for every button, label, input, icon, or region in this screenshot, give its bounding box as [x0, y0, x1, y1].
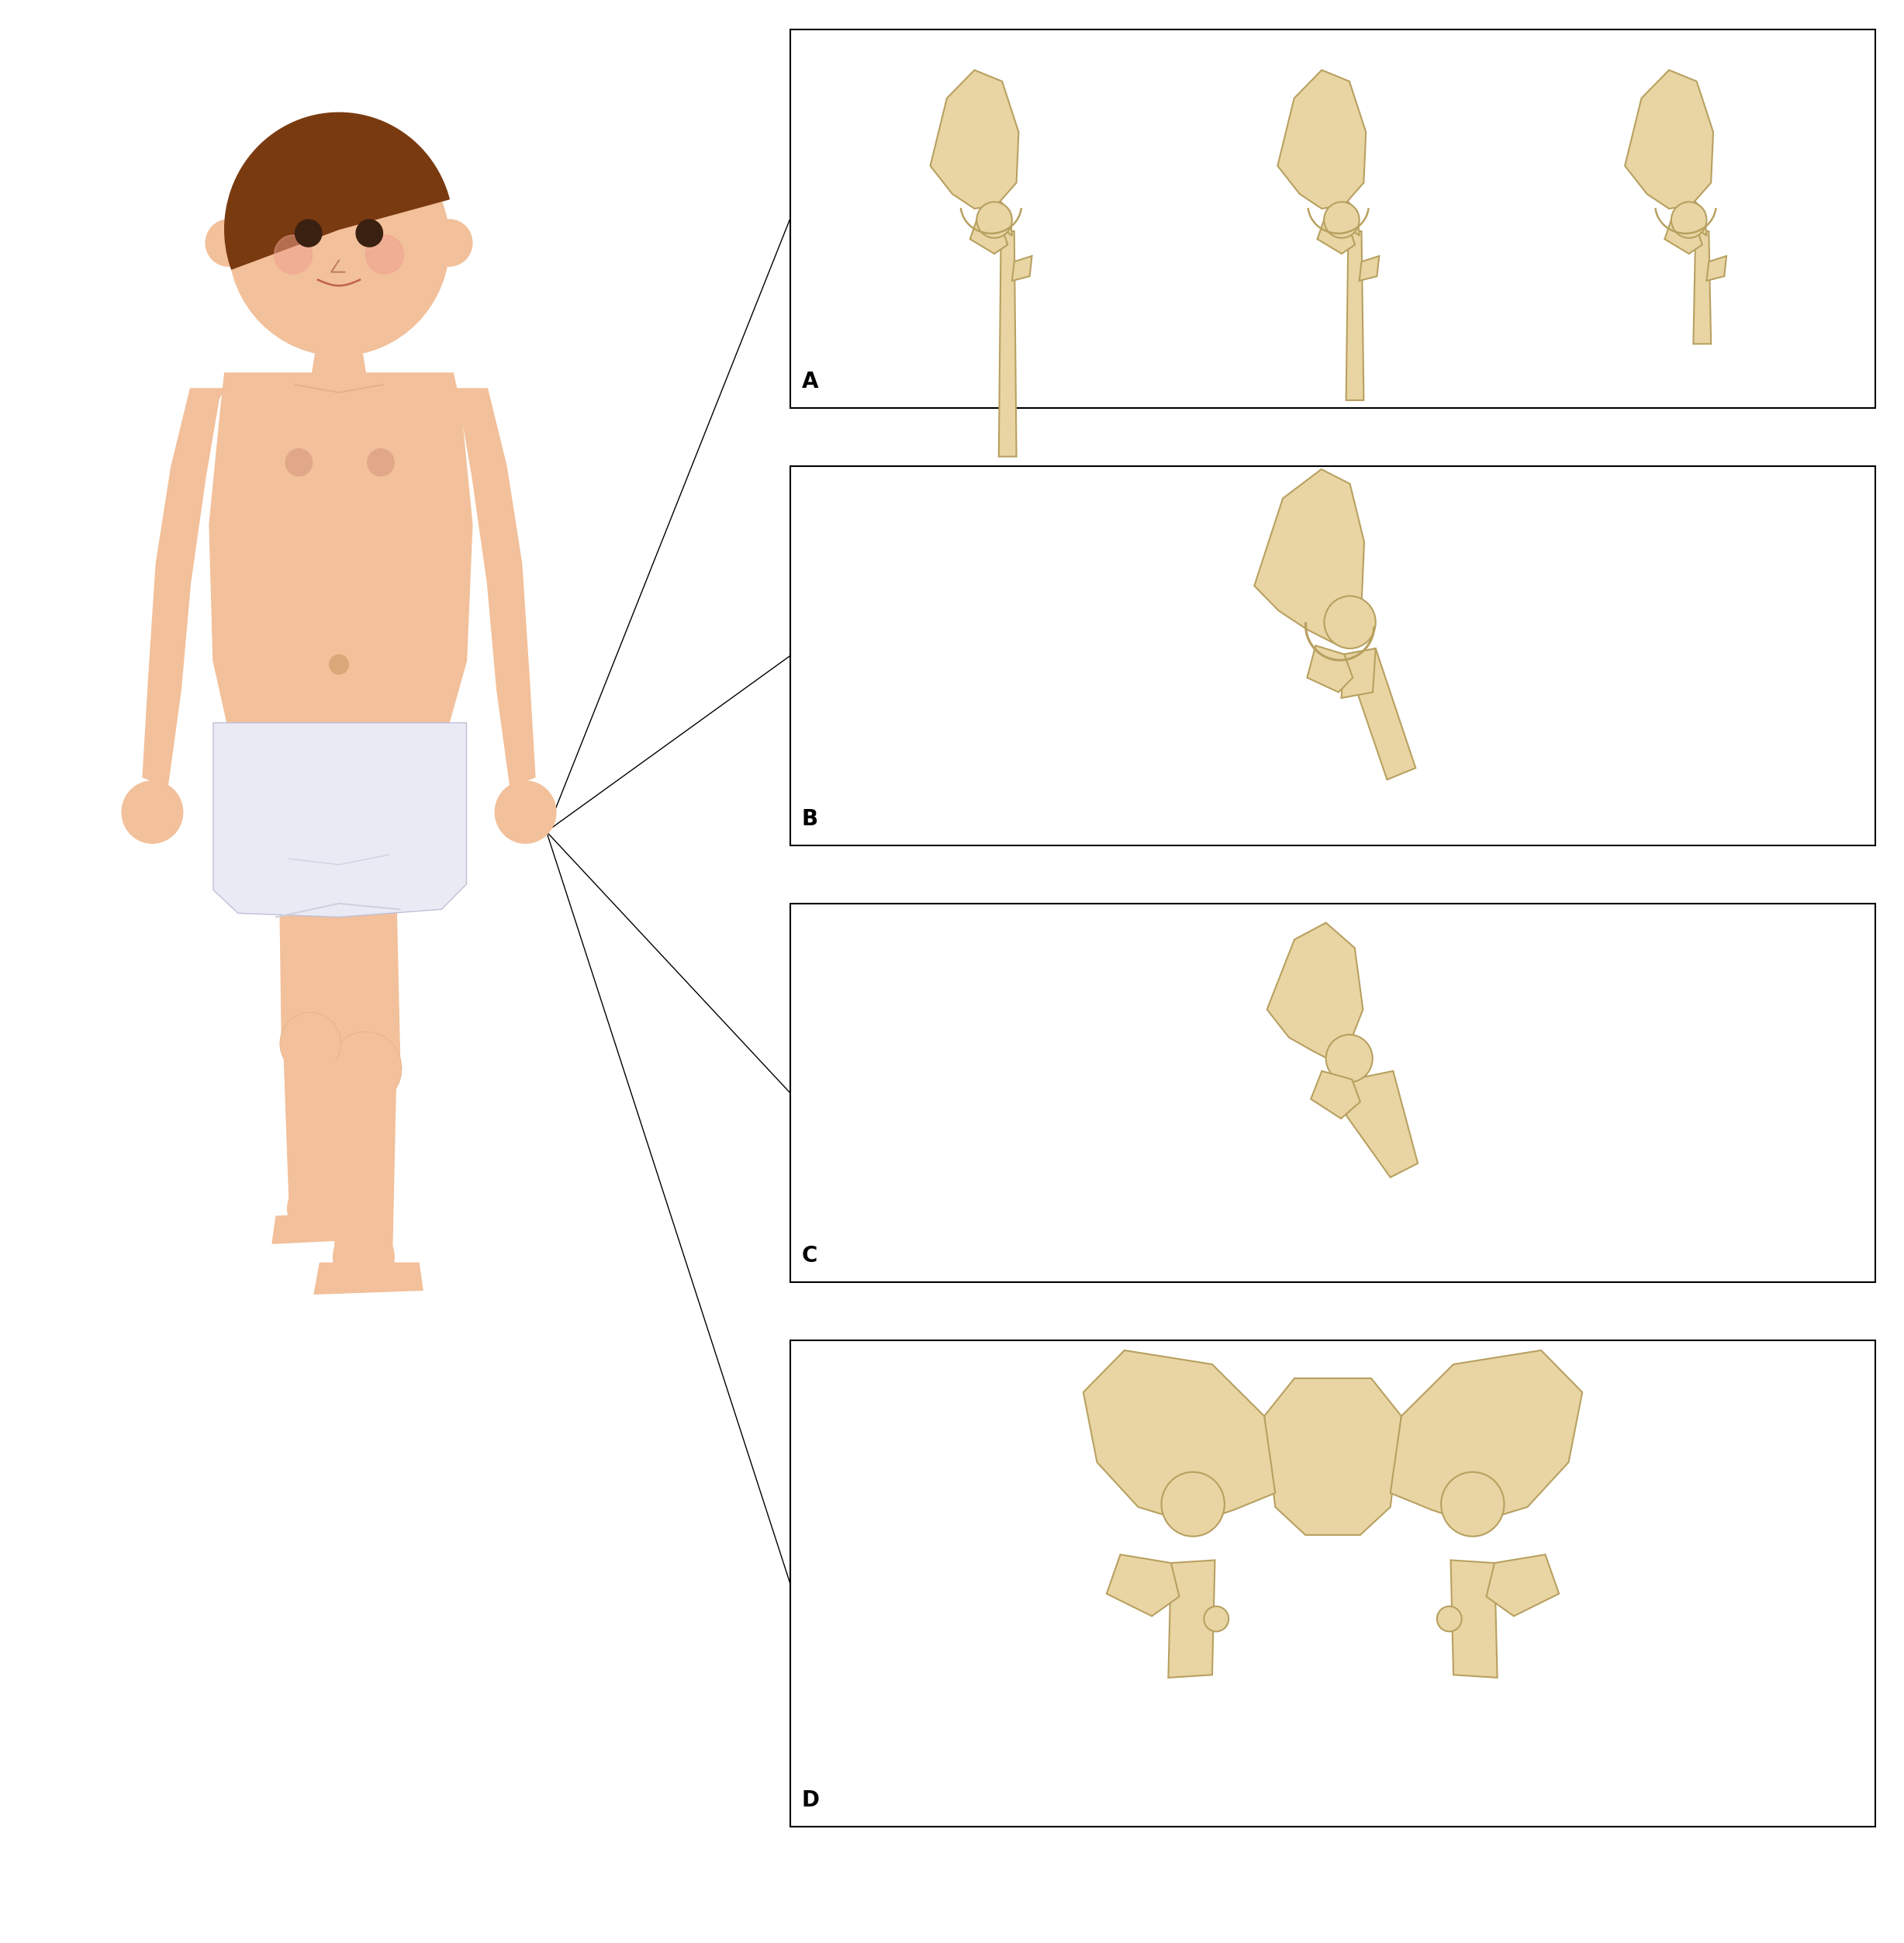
Circle shape — [366, 235, 404, 274]
Polygon shape — [931, 70, 1019, 208]
Polygon shape — [213, 723, 466, 917]
Circle shape — [286, 449, 312, 476]
Polygon shape — [314, 1263, 423, 1294]
Circle shape — [206, 220, 251, 266]
Circle shape — [1325, 597, 1375, 649]
Circle shape — [367, 449, 394, 476]
Polygon shape — [333, 1073, 396, 1253]
Polygon shape — [1346, 1071, 1418, 1177]
Polygon shape — [969, 220, 1007, 255]
Polygon shape — [143, 389, 225, 787]
Text: D: D — [802, 1790, 819, 1811]
Circle shape — [426, 220, 472, 266]
Circle shape — [280, 1012, 341, 1074]
Circle shape — [1441, 1473, 1504, 1537]
Bar — [790, 29, 1875, 408]
Polygon shape — [1255, 470, 1363, 645]
Bar — [790, 903, 1875, 1282]
Polygon shape — [1677, 202, 1706, 235]
Circle shape — [122, 781, 183, 843]
Polygon shape — [1390, 1350, 1582, 1523]
Polygon shape — [1310, 1071, 1359, 1119]
Polygon shape — [1624, 70, 1714, 208]
Polygon shape — [1664, 220, 1702, 255]
Polygon shape — [453, 389, 535, 787]
Polygon shape — [272, 1212, 352, 1244]
Text: A: A — [802, 371, 819, 392]
Circle shape — [1325, 1034, 1373, 1082]
Circle shape — [977, 202, 1013, 237]
Polygon shape — [1266, 923, 1363, 1065]
Polygon shape — [1000, 231, 1017, 457]
Polygon shape — [1487, 1554, 1559, 1617]
Polygon shape — [1340, 649, 1375, 698]
Circle shape — [274, 235, 312, 274]
Circle shape — [329, 655, 348, 674]
Text: C: C — [802, 1245, 817, 1267]
Circle shape — [1161, 1473, 1224, 1537]
Circle shape — [1323, 202, 1359, 237]
Polygon shape — [1318, 220, 1356, 255]
Polygon shape — [280, 894, 339, 1040]
Polygon shape — [1013, 256, 1032, 282]
Circle shape — [356, 220, 383, 247]
Polygon shape — [284, 1041, 343, 1205]
Circle shape — [495, 781, 556, 843]
Circle shape — [295, 220, 322, 247]
Polygon shape — [1264, 1378, 1401, 1535]
Polygon shape — [1308, 645, 1352, 692]
Polygon shape — [1169, 1560, 1215, 1677]
Circle shape — [1672, 202, 1706, 237]
Polygon shape — [1693, 231, 1712, 344]
Polygon shape — [1359, 256, 1378, 282]
Circle shape — [329, 1032, 402, 1106]
Text: B: B — [802, 808, 819, 830]
Polygon shape — [982, 202, 1013, 235]
Polygon shape — [1083, 1350, 1276, 1523]
Circle shape — [1438, 1607, 1462, 1632]
Polygon shape — [1278, 70, 1365, 208]
Polygon shape — [329, 894, 400, 1065]
Bar — [790, 466, 1875, 845]
Wedge shape — [225, 113, 449, 270]
Circle shape — [1203, 1607, 1228, 1632]
Circle shape — [288, 1181, 341, 1236]
Polygon shape — [1106, 1554, 1179, 1617]
Circle shape — [333, 1226, 394, 1288]
Polygon shape — [1344, 649, 1415, 779]
Polygon shape — [1451, 1560, 1497, 1677]
Polygon shape — [1706, 256, 1727, 282]
Bar — [790, 1341, 1875, 1826]
Polygon shape — [1331, 202, 1359, 235]
Polygon shape — [312, 350, 366, 373]
Polygon shape — [209, 373, 472, 729]
Circle shape — [228, 130, 449, 356]
Polygon shape — [1346, 231, 1363, 400]
